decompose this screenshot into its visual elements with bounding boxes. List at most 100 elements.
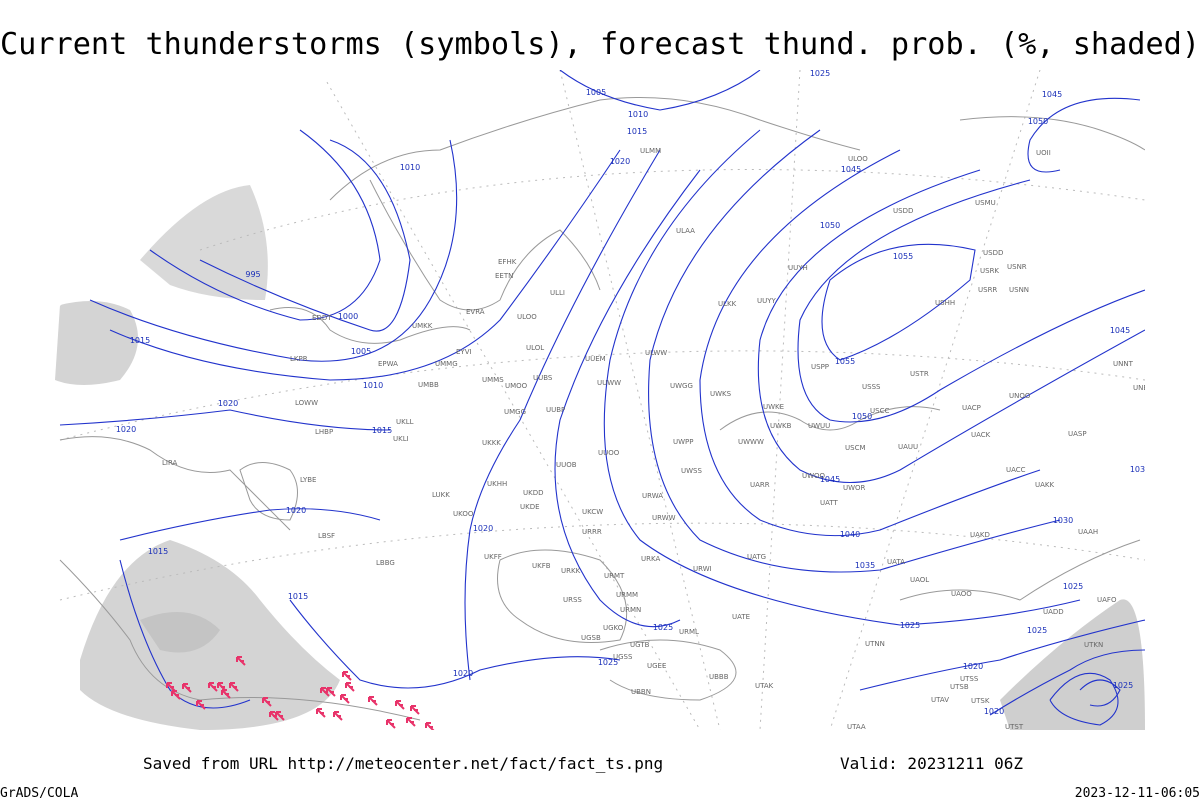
station-label: USRK [980,267,999,275]
storm-symbol [182,683,192,693]
station-label: URMN [620,606,641,614]
station-label: LKPR [290,355,308,363]
isobar-label: 1020 [116,425,136,434]
software: GrADS/COLA [0,786,78,800]
station-label: USPP [811,363,829,371]
isobar-labels: 1025 1005 1010 1015 1020 1010 1045 1050 1045 1050… [116,70,1145,716]
isobar-label: 1015 [372,426,392,435]
station-label: UWOR [843,484,866,492]
station-label: LOWW [295,399,318,407]
storm-symbol [368,696,378,706]
storm-symbol [196,700,206,710]
isobar-label: 1010 [363,381,383,390]
station-label: UAKK [1035,481,1055,489]
isobar-label: 1040 [840,530,860,539]
station-label: LIRA [162,459,178,467]
storm-symbol [317,733,325,741]
storm-symbol [229,682,239,692]
station-label: ULLI [550,289,565,297]
station-label: UUOO [598,449,620,457]
isobar-label: 1020 [286,506,306,515]
station-label: UUBP [546,406,565,414]
station-label: USCM [845,444,866,452]
station-label: EETN [495,272,513,280]
station-label: UACC [1006,466,1026,474]
station-label: UBBB [709,673,729,681]
station-label: UTKN [1084,641,1103,649]
station-label: UNNT [1113,360,1134,368]
station-label: URWI [693,565,712,573]
isobar-label: 1030 [1053,516,1073,525]
station-label: UMKK [412,322,433,330]
isobar-label: 1020 [453,669,473,678]
station-label: UTAK [755,682,774,690]
storm-symbol [283,733,291,741]
station-label: UTSS [960,675,979,683]
station-label: URWA [642,492,663,500]
map-area: 1025 1005 1010 1015 1020 1010 1045 1050 1045 1050… [55,70,1145,741]
isobar-label: 1020 [218,399,238,408]
isobar-label: 1020 [984,707,1004,716]
isobar-label: 1045 [1110,326,1130,335]
station-label: EFHK [498,258,517,266]
station-label: UWKE [763,403,784,411]
station-label: UUOB [556,461,577,469]
storm-symbol [342,671,352,681]
storm-symbol [316,708,326,718]
isobar-label: 1025 [1027,626,1047,635]
station-label: UGSB [581,634,601,642]
station-label: ULAA [676,227,695,235]
station-label: UADD [1043,608,1064,616]
station-label: URMM [616,591,638,599]
isobar-label: 1005 [351,347,371,356]
coastlines [59,97,1145,721]
station-label: ULMM [640,147,661,155]
station-label: UMBB [418,381,439,389]
station-label: EPWA [378,360,398,368]
station-label: UKLL [396,418,414,426]
station-label: UATG [747,553,766,561]
station-label: EDDT [312,314,332,322]
isobar-label: 1025 [598,658,618,667]
station-label: EYVI [456,348,472,356]
station-label: UWOO [802,472,826,480]
station-label: USRR [978,286,997,294]
station-label: UARR [750,481,770,489]
station-label: UUEM [585,355,606,363]
isobar-label: 1015 [627,127,647,136]
station-label: ULOO [517,313,537,321]
storm-symbol [425,722,435,730]
station-label: UOII [1036,149,1051,157]
probability-shading [55,185,1145,730]
isobar-label: 1010 [400,163,420,172]
isobar-label: 1050 [1028,117,1048,126]
station-label: UBBN [631,688,651,696]
thunderstorm-symbols [166,656,435,741]
timestamp: 2023-12-11-06:05 [1075,786,1200,800]
station-label: UKDD [523,489,544,497]
station-label: UTSB [950,683,969,691]
isobar-label: 1025 [1063,582,1083,591]
station-label: ULKK [718,300,737,308]
isobar-label: 1045 [820,475,840,484]
isobar-label: 1055 [893,252,913,261]
station-label: UWKS [710,390,732,398]
station-label: UUYY [757,297,777,305]
storm-symbol [269,711,279,721]
station-label: UTNN [865,640,885,648]
storm-symbol [333,711,343,721]
station-label: USDD [983,249,1003,257]
station-label: ULOL [526,344,544,352]
storm-symbol [345,682,355,692]
station-label: UKFB [532,562,551,570]
station-label: LBSF [318,532,335,540]
storm-symbol [171,690,181,700]
station-label: UTSK [971,697,990,705]
isobar-label: 1020 [473,524,493,533]
station-label: USSS [862,383,881,391]
station-label: UNOO [1009,392,1031,400]
station-label: UAUU [898,443,918,451]
station-label: UACK [971,431,991,439]
station-label: UKCW [582,508,603,516]
